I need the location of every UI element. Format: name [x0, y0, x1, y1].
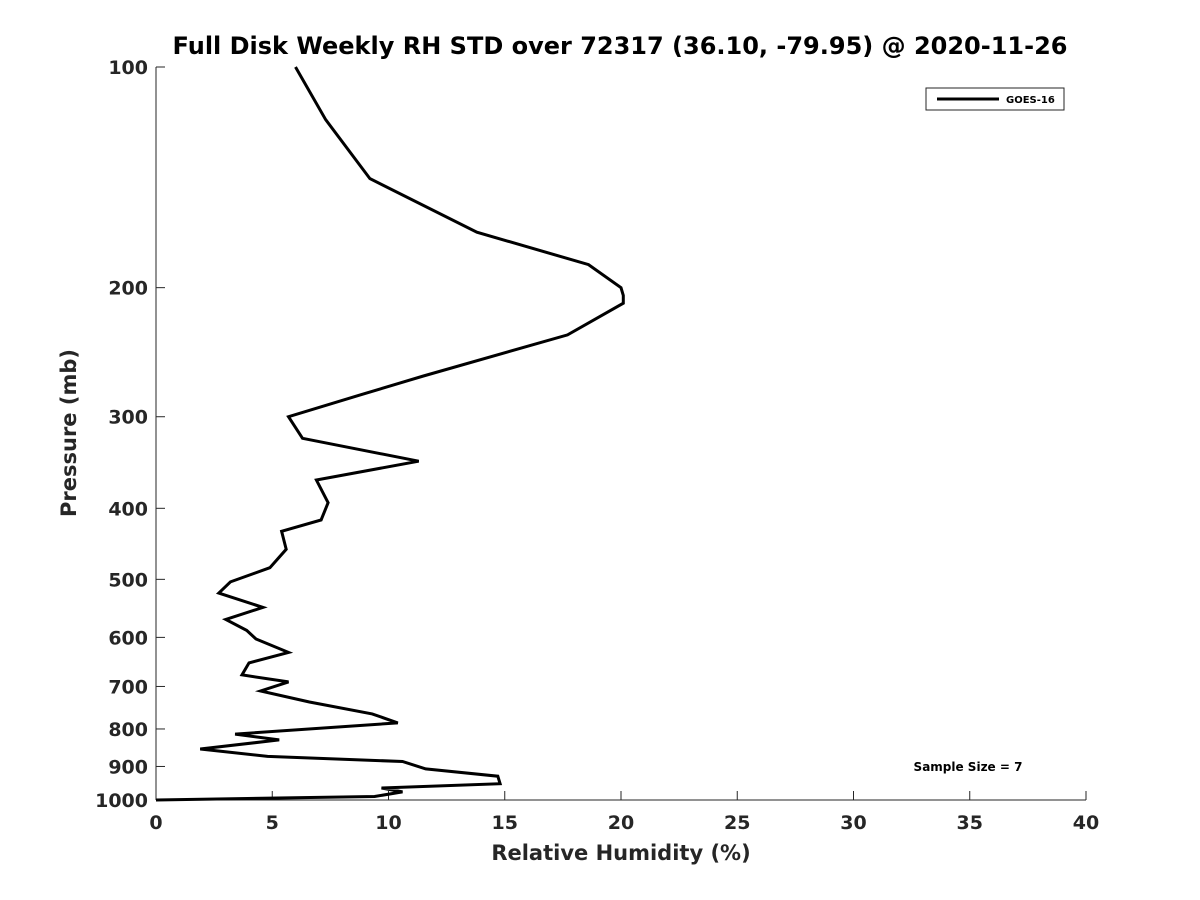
legend-label-goes-16: GOES-16 [1006, 95, 1055, 106]
y-tick-label: 700 [108, 676, 148, 698]
y-tick-label: 200 [108, 278, 148, 300]
x-tick-label: 25 [724, 812, 750, 834]
y-axis-label: Pressure (mb) [57, 349, 81, 517]
y-axis: 100 200 300 400 500 600 700 800 900 1000 [95, 57, 165, 812]
plot-area [156, 67, 1086, 800]
y-tick-label: 500 [108, 569, 148, 591]
x-tick-label: 5 [266, 812, 279, 834]
legend: GOES-16 [925, 87, 1065, 111]
y-tick-label: 400 [108, 498, 148, 520]
y-tick-label: 300 [108, 407, 148, 429]
x-tick-label: 40 [1073, 812, 1099, 834]
x-axis-label: Relative Humidity (%) [491, 841, 750, 865]
x-axis: 0 5 10 15 20 25 30 35 40 [149, 791, 1099, 834]
x-tick-label: 30 [840, 812, 866, 834]
series-layer [155, 66, 625, 802]
sample-size-annotation: Sample Size = 7 [914, 760, 1023, 774]
y-tick-label: 100 [108, 57, 148, 79]
x-tick-label: 0 [149, 812, 162, 834]
x-tick-label: 20 [608, 812, 634, 834]
y-tick-label: 600 [108, 627, 148, 649]
chart-title: Full Disk Weekly RH STD over 72317 (36.1… [173, 32, 1068, 60]
x-tick-label: 35 [957, 812, 983, 834]
x-tick-label: 10 [375, 812, 401, 834]
y-tick-label: 1000 [95, 790, 148, 812]
x-tick-label: 15 [492, 812, 518, 834]
series-line-goes-16 [155, 66, 625, 802]
y-tick-label: 900 [108, 756, 148, 778]
y-tick-label: 800 [108, 719, 148, 741]
